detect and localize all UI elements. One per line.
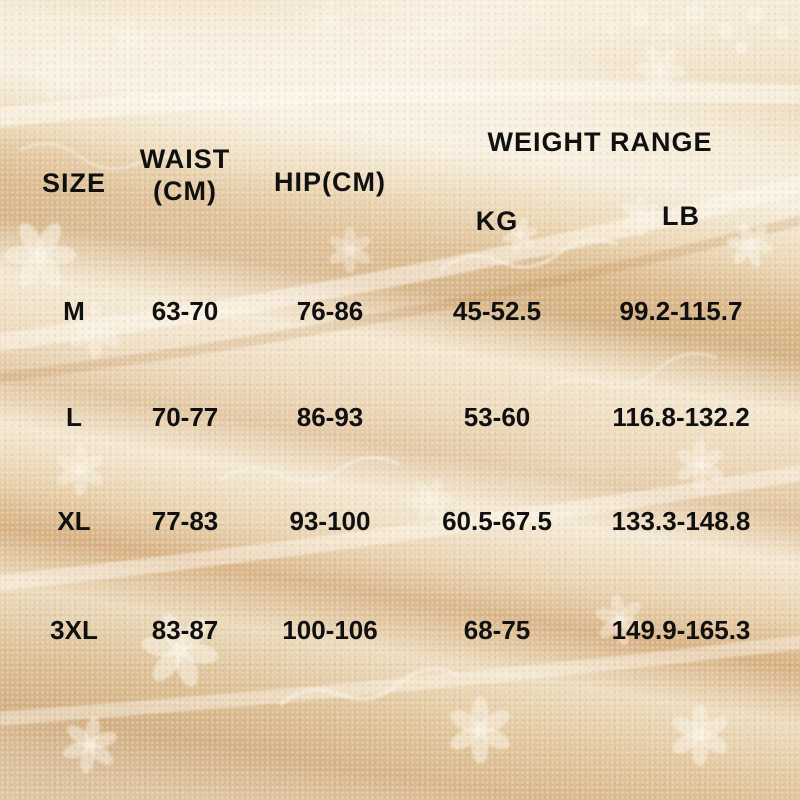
col-header-kg: KG [475,206,519,236]
row-l-hip: 86-93 [296,402,364,432]
row-3xl-hip: 100-106 [282,615,378,645]
row-xl-kg: 60.5-67.5 [442,506,552,536]
row-xl-waist: 77-83 [151,506,219,536]
col-header-hip-cm: HIP(CM) [274,167,386,197]
row-l-kg: 53-60 [463,402,531,432]
row-3xl-kg: 68-75 [463,615,531,645]
row-m-kg: 45-52.5 [452,296,542,326]
row-l-waist: 70-77 [151,402,219,432]
row-m-lb: 99.2-115.7 [619,296,743,326]
row-xl-size: XL [57,506,91,536]
row-l-lb: 116.8-132.2 [612,402,750,432]
col-header-waist-cm: WAIST (CM) [139,144,231,207]
row-xl-lb: 133.3-148.8 [611,506,751,536]
row-3xl-size: 3XL [50,615,98,645]
row-m-size: M [63,296,85,326]
row-3xl-lb: 149.9-165.3 [611,615,751,645]
row-m-hip: 76-86 [296,296,364,326]
row-xl-hip: 93-100 [289,506,371,536]
col-header-size: SIZE [41,168,106,198]
row-3xl-waist: 83-87 [151,615,219,645]
row-l-size: L [66,402,82,432]
row-m-waist: 63-70 [151,296,219,326]
col-header-lb: LB [662,201,700,231]
col-header-weight-range: WEIGHT RANGE [487,127,713,157]
